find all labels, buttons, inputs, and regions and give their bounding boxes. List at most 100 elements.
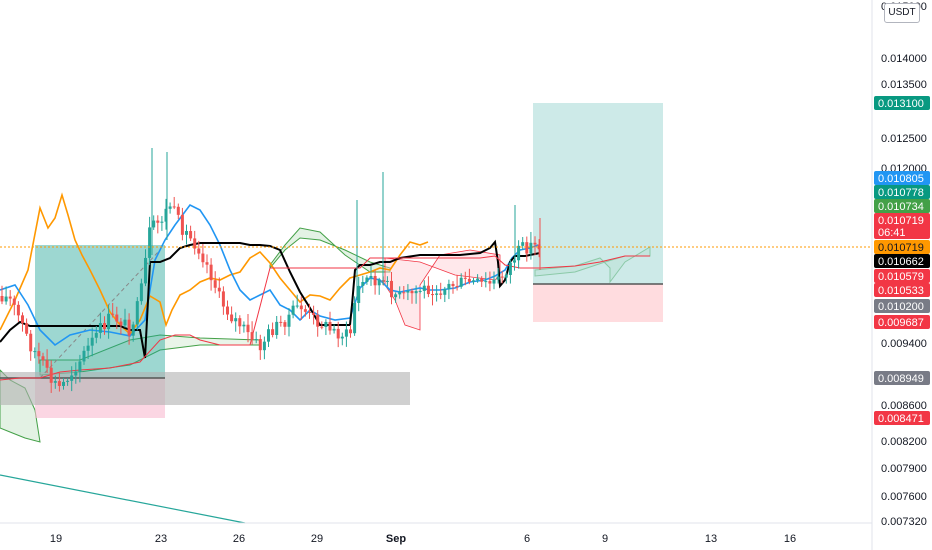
price-badge-label: 0.010734	[878, 201, 924, 213]
candle-body	[361, 282, 365, 286]
price-badge	[874, 254, 930, 268]
candle-body	[426, 285, 430, 295]
candle-body	[82, 350, 86, 362]
candle-body	[221, 291, 225, 307]
support-box	[0, 372, 410, 405]
candle-body	[303, 309, 307, 312]
candle-body	[402, 292, 406, 294]
short-position-target-zone	[533, 103, 663, 284]
candle-body	[447, 283, 451, 289]
candle-body	[414, 291, 418, 294]
price-badge-label: 0.010200	[878, 301, 924, 313]
price-badge	[874, 171, 930, 185]
candle-body	[398, 292, 402, 295]
candles	[0, 148, 541, 393]
candle-body	[127, 319, 131, 336]
candle-body	[119, 321, 123, 326]
candle-body	[472, 280, 475, 282]
candle-body	[193, 238, 197, 249]
candle-body	[258, 339, 262, 351]
price-badge	[874, 185, 930, 199]
price-badges: 0.013100 0.010805 0.010778 0.010734 0.010719…	[874, 96, 930, 425]
candle-body	[21, 315, 24, 324]
candle-body	[254, 339, 258, 341]
candle-body	[480, 278, 484, 282]
candle-body	[246, 324, 250, 333]
candle-body	[312, 312, 316, 315]
candle-body	[115, 314, 119, 322]
x-tick-label: 23	[155, 533, 167, 545]
candle-body	[283, 322, 287, 327]
candle-body	[365, 277, 369, 283]
price-badge	[874, 283, 930, 297]
candle-body	[344, 329, 348, 337]
candle-body	[316, 314, 320, 327]
candle-body	[377, 280, 381, 286]
candle-body	[385, 280, 389, 282]
candle-body	[49, 367, 53, 383]
currency-badge[interactable]: USDT	[884, 3, 920, 23]
cloud-green	[269, 227, 391, 273]
candle-body	[160, 221, 164, 223]
candle-body	[135, 301, 139, 325]
price-badge	[874, 371, 930, 385]
candle-body	[262, 341, 266, 351]
leading-span-b-line	[0, 255, 650, 381]
candle-body	[271, 329, 275, 335]
candle-body	[16, 304, 20, 316]
candle-body	[53, 381, 57, 383]
candle-body	[33, 351, 37, 353]
candle-body	[131, 324, 135, 336]
candle-body	[238, 318, 242, 327]
candle-body	[537, 244, 541, 250]
candle-body	[86, 345, 90, 351]
candle-body	[0, 296, 4, 302]
candle-body	[70, 375, 74, 381]
trend-line	[0, 474, 246, 524]
ichimoku-cloud	[0, 227, 651, 443]
candle-body	[504, 274, 508, 278]
candle-body	[25, 323, 29, 334]
candle-body	[529, 242, 533, 254]
candle-body	[189, 231, 193, 239]
price-badge-label: 0.008949	[878, 373, 924, 385]
candle-body	[29, 333, 33, 352]
candle-body	[308, 311, 311, 313]
candle-body	[332, 328, 336, 331]
candle-body	[139, 283, 143, 302]
candle-body	[275, 321, 279, 335]
candle-body	[107, 313, 111, 330]
position-zones	[0, 103, 663, 418]
y-tick-label: 0.014000	[881, 53, 927, 65]
candle-body	[74, 371, 78, 376]
candle-body	[201, 253, 205, 263]
candle-body	[41, 356, 45, 361]
candle-body	[226, 306, 229, 315]
candle-body	[4, 296, 8, 302]
x-tick-label: 19	[50, 533, 62, 545]
price-badge-label: 0.010719	[878, 242, 924, 254]
candle-body	[152, 220, 156, 228]
y-tick-label: 0.009400	[881, 338, 927, 350]
candle-body	[525, 242, 529, 254]
y-tick-label: 0.008600	[881, 400, 927, 412]
candle-body	[463, 277, 467, 279]
candle-body	[492, 279, 496, 284]
x-tick-label: 16	[784, 533, 796, 545]
candle-body	[451, 283, 455, 287]
candle-body	[78, 361, 82, 372]
candle-body	[291, 305, 295, 315]
candle-body	[340, 336, 344, 339]
candle-body	[90, 337, 94, 346]
candle-body	[517, 245, 521, 261]
price-badge-label: 0.010805	[878, 173, 924, 185]
candle-body	[390, 280, 393, 298]
price-badge-label: 0.010778	[878, 187, 924, 199]
price-badge-label: 0.010662	[878, 256, 924, 268]
candle-body	[320, 326, 324, 328]
candle-body	[144, 257, 147, 284]
candle-body	[111, 313, 115, 315]
candle-body	[148, 227, 152, 258]
overlay-lines	[0, 246, 872, 524]
